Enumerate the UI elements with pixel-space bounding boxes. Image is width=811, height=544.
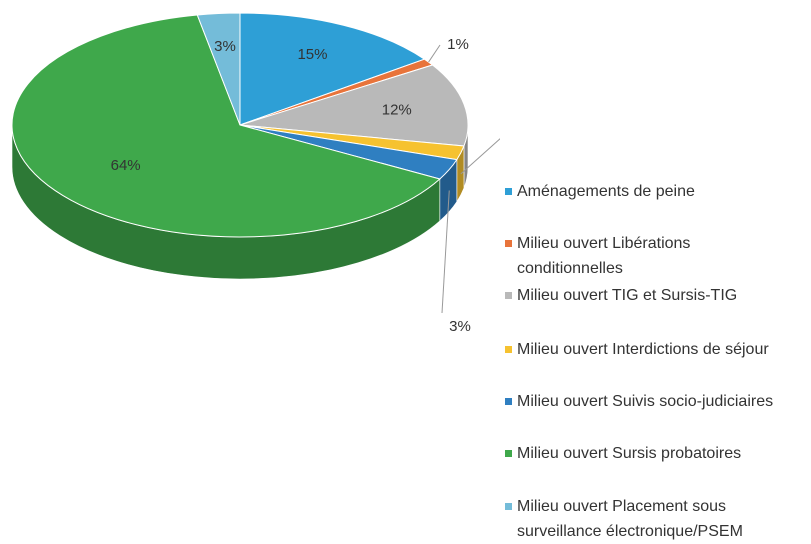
legend-item: Milieu ouvert TIG et Sursis-TIG xyxy=(505,283,797,308)
data-label: 64% xyxy=(111,157,141,174)
legend-item: Milieu ouvert Interdictions de séjour xyxy=(505,337,797,362)
legend-item: Milieu ouvert Libérations conditionnelle… xyxy=(505,231,797,281)
legend-label: Milieu ouvert Suivis socio-judiciaires xyxy=(517,393,774,410)
legend-swatch xyxy=(505,292,512,299)
legend-swatch xyxy=(505,188,512,195)
leader-line xyxy=(460,138,500,175)
legend-item: Milieu ouvert Suivis socio-judiciaires xyxy=(505,389,797,414)
data-label: 1% xyxy=(447,36,469,53)
leader-line xyxy=(441,190,450,314)
legend-label: Aménagements de peine xyxy=(517,183,695,200)
data-label: 15% xyxy=(297,46,327,63)
legend-label: Milieu ouvert Placement sous surveillanc… xyxy=(517,498,743,540)
leader-line xyxy=(428,44,441,63)
pie-slice xyxy=(11,14,441,238)
legend-swatch xyxy=(505,240,512,247)
pie-slice xyxy=(196,12,241,126)
data-label: 12% xyxy=(382,101,412,118)
legend-swatch xyxy=(505,398,512,405)
legend-item: Aménagements de peine xyxy=(505,179,797,204)
legend-label: Milieu ouvert TIG et Sursis-TIG xyxy=(517,287,738,304)
legend-swatch xyxy=(505,346,512,353)
legend-label: Milieu ouvert Interdictions de séjour xyxy=(517,341,769,358)
pie-slice xyxy=(239,64,469,147)
legend-swatch xyxy=(505,503,512,510)
pie-slice xyxy=(239,12,426,126)
data-label: 3% xyxy=(449,318,471,335)
legend-swatch xyxy=(505,450,512,457)
data-label: 3% xyxy=(214,38,236,55)
legend-item: Milieu ouvert Placement sous surveillanc… xyxy=(505,494,797,544)
legend-label: Milieu ouvert Libérations conditionnelle… xyxy=(517,235,691,277)
chart: 15%1%12%2%3%64%3% xyxy=(11,12,500,335)
legend-label: Milieu ouvert Sursis probatoires xyxy=(517,445,742,462)
legend-item: Milieu ouvert Sursis probatoires xyxy=(505,441,797,466)
